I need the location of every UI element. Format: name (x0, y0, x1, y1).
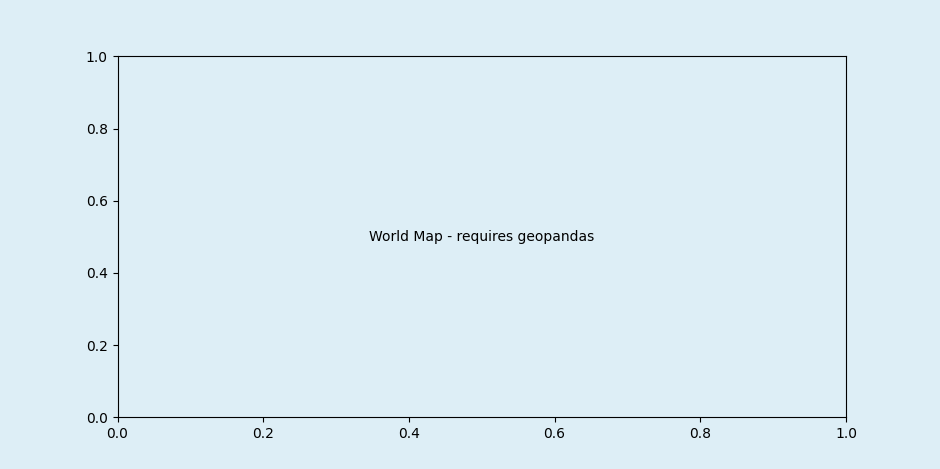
Text: World Map - requires geopandas: World Map - requires geopandas (369, 230, 594, 244)
